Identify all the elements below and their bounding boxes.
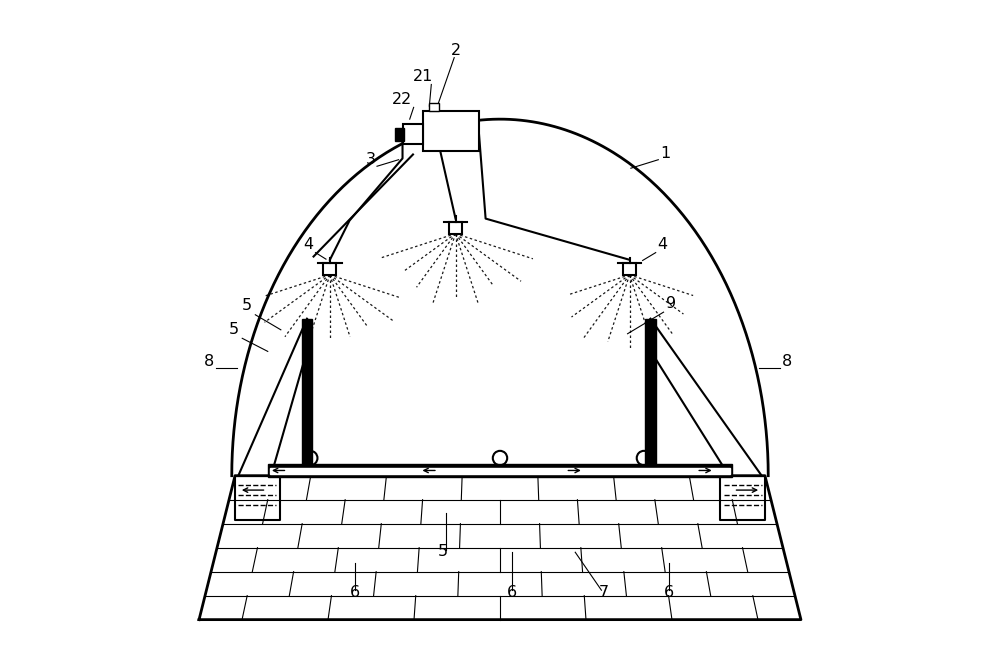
Bar [429, 102, 439, 111]
Bar [302, 319, 312, 464]
Text: 21: 21 [413, 69, 433, 84]
Bar [623, 263, 636, 275]
Text: 5: 5 [242, 298, 252, 313]
Text: 1: 1 [660, 147, 671, 162]
Bar [268, 464, 732, 477]
Text: 4: 4 [303, 237, 313, 252]
Text: 2: 2 [450, 43, 461, 58]
Bar [403, 124, 423, 144]
Text: 5: 5 [229, 322, 239, 337]
Text: 6: 6 [664, 585, 674, 600]
Bar [270, 468, 730, 474]
Text: 8: 8 [781, 354, 792, 369]
Bar [423, 111, 479, 150]
Bar [323, 263, 336, 275]
Text: 6: 6 [350, 585, 360, 600]
Text: 9: 9 [666, 296, 676, 311]
Bar [449, 222, 462, 234]
Text: 6: 6 [507, 585, 517, 600]
Text: 7: 7 [598, 585, 608, 600]
Bar [395, 128, 404, 141]
Text: 8: 8 [204, 354, 214, 369]
Bar [645, 319, 656, 464]
Text: 5: 5 [437, 544, 447, 559]
Text: 4: 4 [657, 237, 667, 252]
Text: 22: 22 [392, 92, 412, 107]
Text: 3: 3 [365, 152, 375, 167]
